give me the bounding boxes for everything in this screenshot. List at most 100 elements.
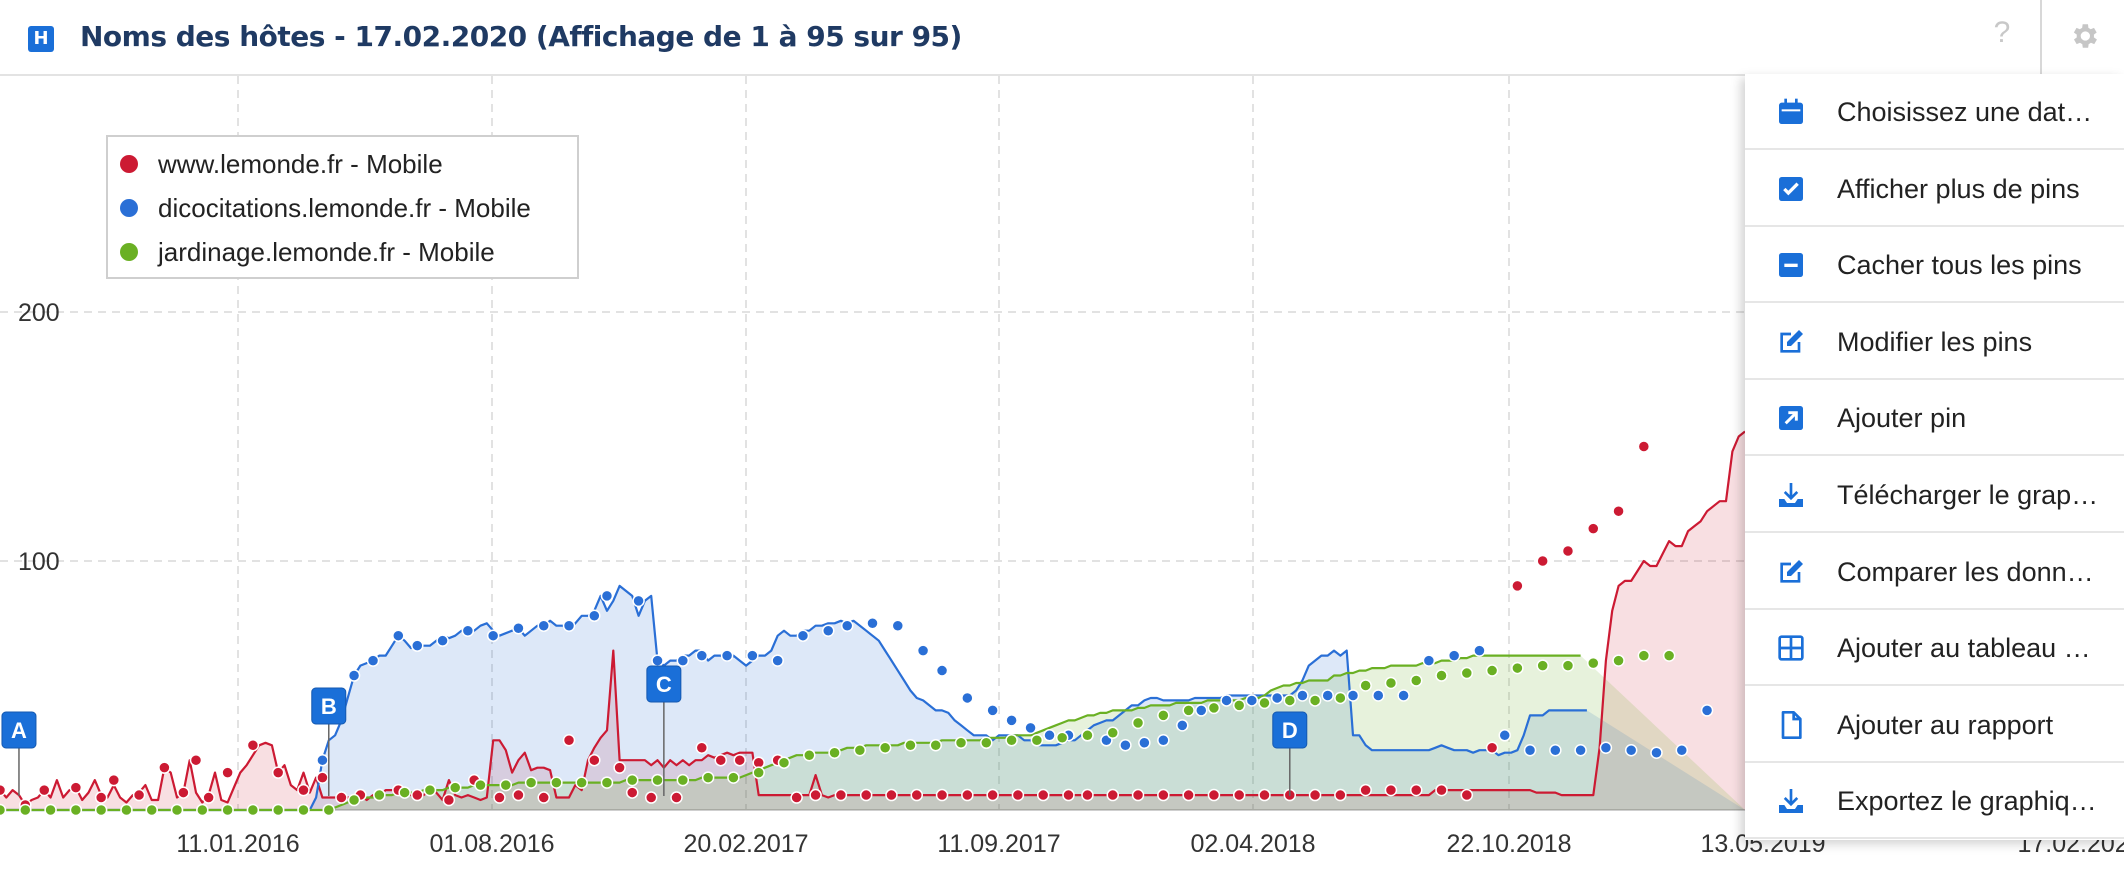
data-point (1447, 649, 1461, 662)
data-point (929, 739, 942, 752)
data-point (537, 619, 550, 632)
data-point (1409, 783, 1423, 797)
legend: www.lemonde.fr - Mobile dicocitations.lem… (106, 135, 579, 279)
data-point (1157, 709, 1170, 722)
legend-marker (120, 243, 138, 261)
data-point (625, 786, 639, 799)
menu-item-label: Cacher tous les pins (1837, 250, 2082, 281)
data-point (803, 748, 816, 762)
data-point (1637, 649, 1651, 662)
data-point (221, 803, 234, 817)
data-point (120, 803, 133, 817)
data-point (1296, 689, 1309, 702)
data-point (94, 791, 108, 804)
data-point (986, 788, 999, 802)
data-point (796, 629, 810, 642)
data-point (1043, 729, 1056, 742)
data-point (1587, 656, 1600, 670)
minus-square-icon (1775, 249, 1807, 281)
data-point (1384, 676, 1398, 690)
y-tick-label: 200 (18, 299, 60, 327)
data-point (461, 624, 475, 637)
pin-label: A (11, 718, 27, 743)
data-point (38, 783, 51, 797)
download-icon (1775, 785, 1807, 817)
data-point (442, 793, 456, 807)
data-point (859, 788, 873, 802)
data-point (1131, 716, 1145, 730)
data-point (1005, 714, 1018, 727)
data-point (695, 649, 709, 662)
x-tick-label: 11.01.2016 (176, 830, 299, 858)
data-point (986, 704, 999, 717)
data-point (777, 756, 791, 769)
menu-item-6[interactable]: Comparer les donn… (1745, 534, 2124, 610)
menu-item-0[interactable]: Choisissez une dat… (1745, 74, 2124, 150)
data-point (1700, 704, 1714, 717)
data-point (0, 783, 7, 797)
data-point (1119, 739, 1132, 752)
data-point (1511, 661, 1524, 675)
settings-button[interactable] (2040, 0, 2124, 74)
data-point (19, 803, 32, 817)
data-point (1138, 736, 1151, 750)
data-point (1612, 654, 1625, 667)
data-point (347, 669, 361, 682)
menu-item-5[interactable]: Télécharger le grap… (1745, 457, 2124, 533)
menu-item-2[interactable]: Cacher tous les pins (1745, 227, 2124, 304)
data-point (935, 664, 949, 677)
data-point (1055, 731, 1069, 745)
legend-item-label: jardinage.lemonde.fr - Mobile (157, 237, 495, 267)
data-point (961, 691, 974, 705)
data-point (1232, 788, 1246, 802)
arrow-square-icon (1775, 402, 1807, 434)
data-point (1182, 704, 1195, 717)
data-point (316, 753, 329, 767)
menu-item-4[interactable]: Ajouter pin (1745, 380, 2124, 457)
pin-marker (1272, 711, 1308, 749)
menu-item-8[interactable]: Ajouter au rapport (1745, 687, 2124, 763)
data-point (651, 773, 664, 787)
data-point (878, 741, 892, 754)
data-point (1561, 659, 1575, 672)
data-point (486, 629, 500, 642)
data-point (891, 619, 905, 632)
data-point (1397, 689, 1410, 702)
data-point (373, 788, 386, 802)
menu-item-3[interactable]: Modifier les pins (1745, 304, 2124, 380)
gear-icon (2073, 24, 2097, 48)
data-point (1308, 694, 1322, 707)
data-point (44, 803, 57, 817)
data-point (600, 589, 614, 603)
data-point (866, 617, 879, 630)
data-point (821, 624, 835, 637)
data-point (600, 776, 614, 789)
data-point (733, 753, 746, 767)
data-point (347, 793, 361, 807)
data-point (632, 594, 645, 608)
data-point (910, 788, 924, 802)
menu-item-label: Ajouter au rapport (1837, 709, 2054, 740)
data-point (1346, 689, 1360, 702)
data-point (1245, 694, 1259, 707)
edit-icon (1775, 556, 1807, 588)
help-icon[interactable]: ? (1993, 16, 2011, 49)
x-tick-label: 11.09.2017 (937, 830, 1060, 858)
calendar-icon (1775, 96, 1807, 128)
data-point (588, 609, 601, 623)
data-point (107, 773, 121, 787)
menu-item-7[interactable]: Ajouter au tableau … (1745, 610, 2124, 687)
data-point (202, 791, 215, 804)
data-point (1435, 783, 1448, 797)
menu-item-9[interactable]: Exportez le graphiq… (1745, 763, 2124, 840)
data-point (1081, 788, 1094, 802)
data-point (961, 788, 974, 802)
data-point (436, 634, 449, 647)
legend-marker (120, 199, 138, 217)
data-point (1536, 659, 1549, 672)
menu-item-1[interactable]: Afficher plus de pins (1745, 151, 2124, 227)
data-point (1270, 691, 1284, 705)
data-point (644, 791, 658, 804)
data-point (1422, 654, 1436, 667)
chart-options-menu: Choisissez une dat… Afficher plus de pins… (1745, 74, 2124, 840)
